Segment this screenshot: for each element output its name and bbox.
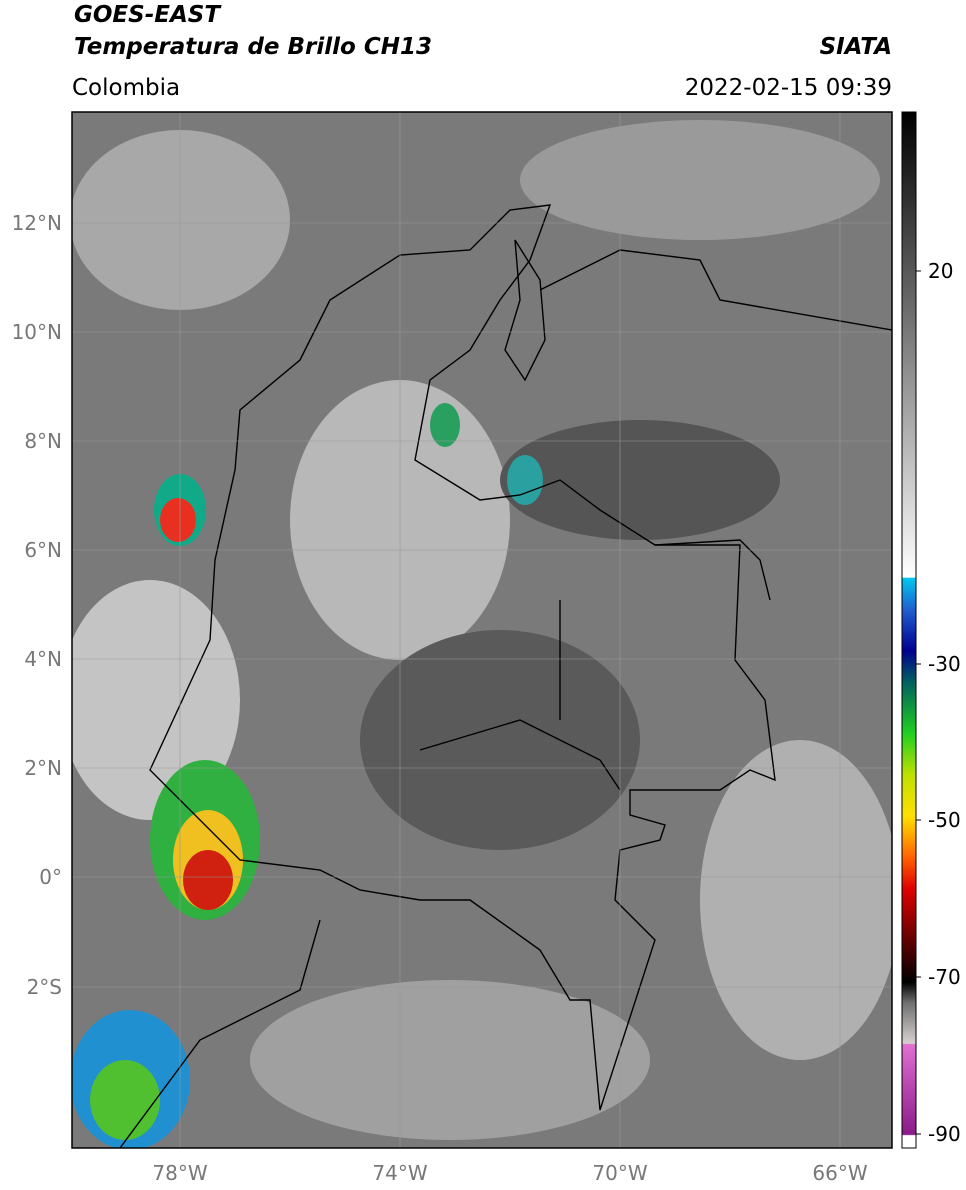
colorbar (901, 111, 917, 1149)
storm (90, 1060, 160, 1140)
cloud (72, 130, 290, 310)
cloud (700, 740, 892, 1060)
lon-label: 66°W (812, 1161, 867, 1185)
lat-label: 4°N (24, 647, 62, 671)
cloud (72, 580, 240, 820)
warm-area (500, 420, 780, 540)
storm (430, 403, 460, 447)
title-line1: GOES-EAST (74, 2, 222, 28)
storm (160, 498, 196, 542)
cloud (250, 980, 650, 1140)
colorbar-label: -30 (928, 652, 961, 676)
labels: 12°N 10°N 8°N 6°N 4°N 2°N 0° 2°S 78°W 74°W 70°W 66°… (12, 211, 961, 1185)
title-line2: Temperatura de Brillo CH13 (74, 34, 432, 60)
map-image (72, 112, 892, 1148)
lat-label: 6°N (24, 538, 62, 562)
storm (507, 455, 543, 505)
graticule (72, 112, 892, 1148)
colorbar-label: -90 (928, 1122, 961, 1146)
lat-label: 10°N (12, 320, 62, 344)
lon-label: 70°W (592, 1161, 647, 1185)
colorbar-label: -50 (928, 808, 961, 832)
map-frame (71, 111, 893, 1149)
lat-label: 2°S (27, 975, 62, 999)
lon-label: 74°W (372, 1161, 427, 1185)
lat-label: 12°N (12, 211, 62, 235)
lon-label: 78°W (152, 1161, 207, 1185)
source: SIATA (820, 34, 892, 60)
lat-label: 0° (39, 865, 62, 889)
lat-label: 8°N (24, 429, 62, 453)
subtitle: Colombia (72, 75, 180, 101)
colorbar-label: -70 (928, 965, 961, 989)
datetime: 2022-02-15 09:39 (685, 75, 892, 101)
colorbar-label: 20 (928, 259, 953, 283)
lat-label: 2°N (24, 756, 62, 780)
storm (183, 850, 233, 910)
warm-area (360, 630, 640, 850)
cloud (520, 120, 880, 240)
